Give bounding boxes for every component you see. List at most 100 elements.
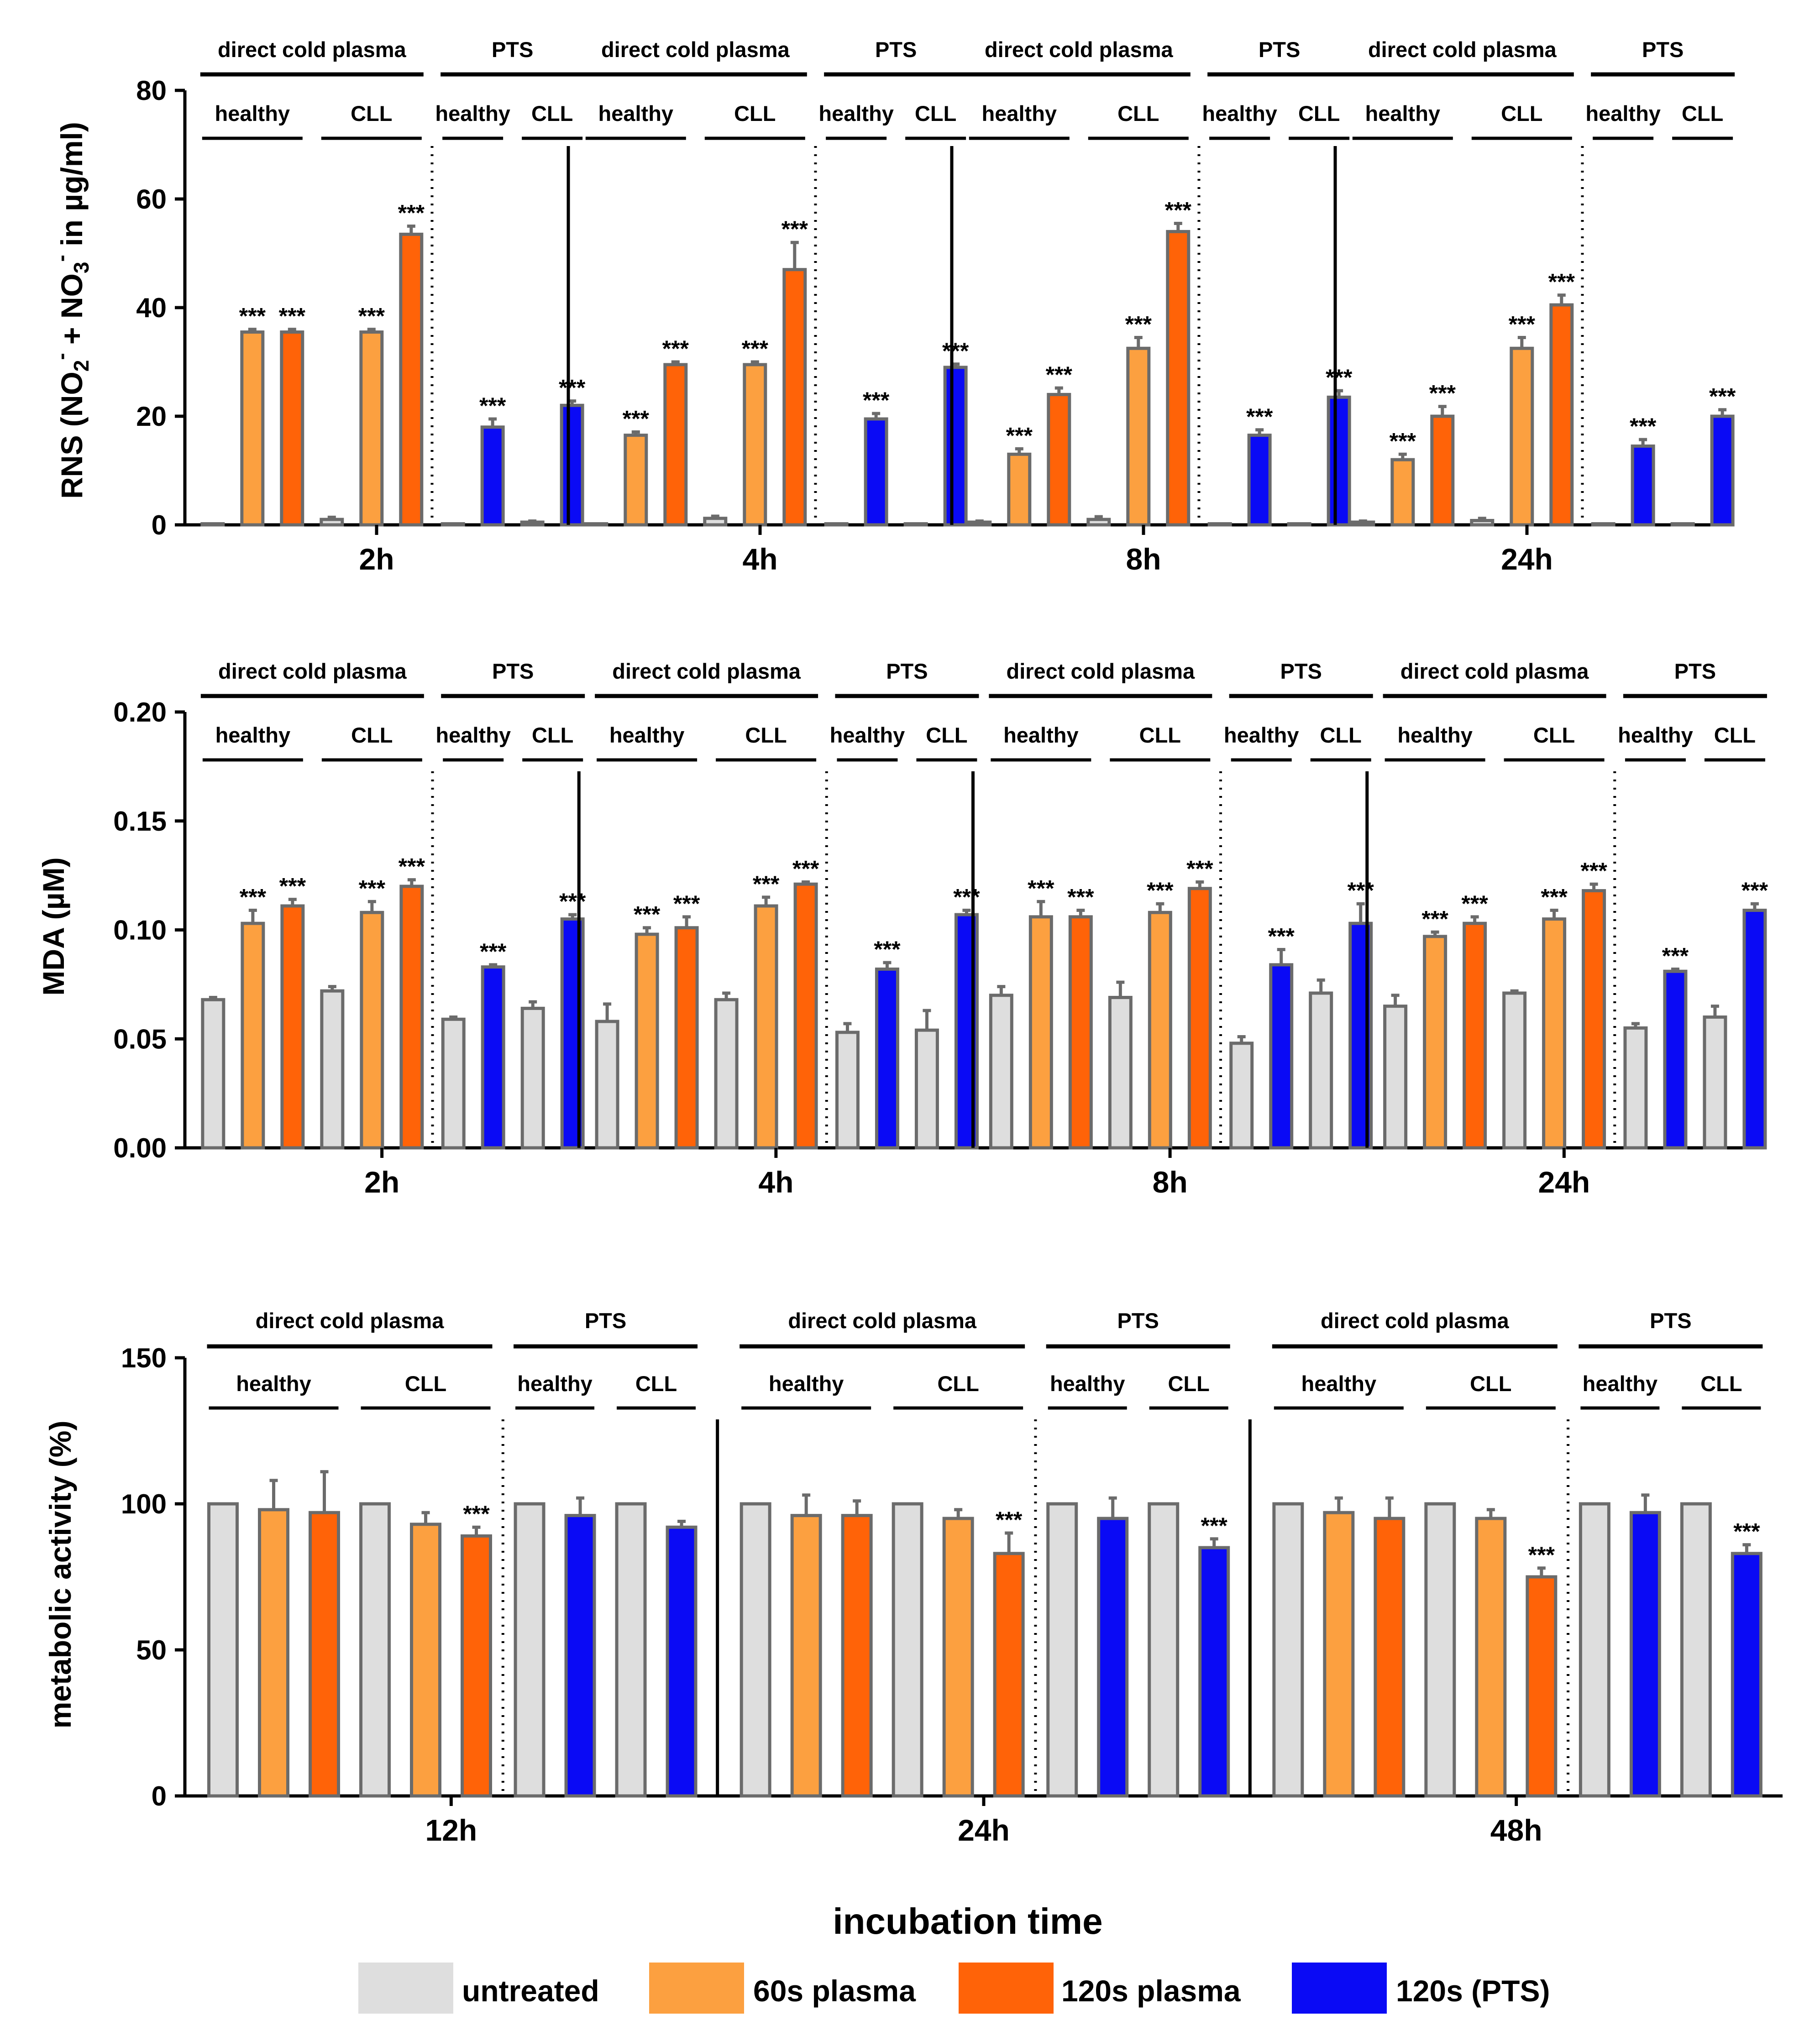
rns-ylabel-part-g: in µg/ml) [55, 122, 89, 255]
rns-significance-label: *** [1326, 365, 1353, 390]
rns-pts-label: PTS [875, 37, 917, 62]
legend-label-untreated: untreated [462, 1974, 599, 2008]
rns-bar [663, 363, 688, 527]
rns-significance-label: *** [623, 406, 650, 432]
metabolic-bar [258, 1508, 289, 1798]
rns-direct-label: direct cold plasma [1368, 37, 1557, 62]
metabolic-y-tick-label: 50 [136, 1635, 167, 1665]
rns-significance-label: *** [398, 200, 425, 226]
metabolic-bar [1097, 1517, 1129, 1798]
mda-y-tick-label: 0.00 [113, 1133, 167, 1163]
mda-significance-label: *** [1580, 858, 1607, 884]
rns-subgroup-label-cll: CLL [734, 101, 776, 126]
mda-pts-label: PTS [492, 659, 534, 683]
mda-significance-label: *** [399, 854, 425, 879]
rns-bar [1007, 452, 1032, 527]
rns-ylabel-sup-minus-2: - [49, 255, 73, 262]
rns-bar [1549, 303, 1574, 527]
mda-bar [441, 1017, 466, 1150]
rns-direct-label: direct cold plasma [218, 37, 407, 62]
mda-bar [674, 926, 699, 1150]
rns-significance-label: *** [1429, 381, 1456, 406]
rns-bar [1510, 346, 1534, 527]
metabolic-pts-label: PTS [585, 1308, 626, 1333]
metabolic-bar [1148, 1502, 1180, 1798]
mda-panel: 0.00 0.05 0.10 0.15 0.20 direct cold plasma PT… [113, 659, 1768, 1199]
metabolic-bar [615, 1502, 647, 1798]
rns-significance-label: *** [1709, 384, 1736, 409]
metabolic-y-axis-label: metabolic activity (%) [43, 1421, 77, 1729]
metabolic-direct-label: direct cold plasma [1321, 1308, 1510, 1333]
mda-bar [1502, 991, 1527, 1150]
metabolic-bar [564, 1514, 596, 1798]
legend-swatch-120s-plasma [959, 1963, 1054, 2014]
metabolic-bar [1424, 1502, 1456, 1798]
metabolic-significance-label: *** [996, 1507, 1023, 1533]
rns-significance-label: *** [1246, 404, 1273, 429]
rns-pts-label: PTS [492, 37, 533, 62]
mda-bar [201, 998, 226, 1150]
rns-bar [903, 522, 928, 527]
rns-subgroup-label-cll: CLL [351, 101, 392, 126]
rns-significance-label: *** [358, 304, 385, 329]
mda-bar [1542, 917, 1567, 1150]
mda-bar [360, 911, 384, 1150]
rns-bar [782, 268, 807, 527]
mda-bar [1028, 915, 1053, 1150]
mda-time-label: 4h [758, 1165, 793, 1199]
mda-significance-label: *** [792, 856, 819, 881]
mda-significance-label: *** [1421, 906, 1448, 932]
mda-bar [1108, 996, 1133, 1150]
rns-significance-label: *** [279, 304, 306, 329]
rns-bar [824, 522, 849, 527]
x-axis-title: incubation time [833, 1901, 1102, 1942]
rns-bar [1207, 522, 1232, 527]
rns-bar [1631, 444, 1655, 527]
metabolic-time-label: 12h [425, 1813, 477, 1847]
rns-subgroup-label-cll: CLL [531, 101, 573, 126]
metabolic-bar [740, 1502, 771, 1798]
metabolic-bar [1374, 1517, 1406, 1798]
metabolic-bar [514, 1502, 545, 1798]
rns-pts-label: PTS [1259, 37, 1300, 62]
mda-significance-label: *** [1186, 856, 1213, 881]
metabolic-significance-label: *** [1201, 1513, 1228, 1539]
metabolic-bar [666, 1525, 698, 1798]
metabolic-bar [1272, 1502, 1304, 1798]
metabolic-bar [207, 1502, 239, 1798]
rns-significance-label: *** [863, 387, 890, 413]
rns-y-tick-label: 20 [136, 401, 167, 432]
rns-direct-label: direct cold plasma [601, 37, 790, 62]
rns-bar [1047, 393, 1071, 527]
rns-significance-label: *** [1165, 198, 1192, 223]
rns-bar [399, 232, 424, 527]
rns-bar [1126, 346, 1151, 527]
legend: untreated 60s plasma 120s plasma 120s (P… [358, 1963, 1550, 2014]
metabolic-bar [1579, 1502, 1610, 1798]
mda-bar [1423, 935, 1448, 1150]
rns-bar [624, 434, 648, 527]
rns-ylabel-sub-2: 2 [69, 360, 93, 372]
mda-bar [1703, 1015, 1727, 1150]
mda-direct-label: direct cold plasma [612, 659, 801, 683]
metabolic-bar [410, 1523, 441, 1798]
metabolic-direct-label: direct cold plasma [256, 1308, 445, 1333]
mda-y-tick-label: 0.20 [113, 697, 167, 728]
mda-subgroup-label-cll: CLL [1714, 723, 1756, 747]
mda-pts-label: PTS [886, 659, 928, 683]
mda-bar [714, 998, 739, 1150]
mda-subgroup-label-healthy: healthy [830, 723, 905, 747]
mda-subgroup-label-cll: CLL [532, 723, 573, 747]
rns-y-tick-label: 80 [136, 75, 167, 106]
rns-bar [864, 417, 888, 527]
mda-bar [1068, 915, 1093, 1150]
mda-significance-label: *** [1028, 875, 1054, 901]
metabolic-bar [841, 1514, 873, 1798]
mda-bar [914, 1028, 939, 1150]
mda-significance-label: *** [1662, 943, 1689, 968]
rns-significance-label: *** [942, 338, 969, 364]
legend-swatch-untreated [358, 1963, 453, 2014]
mda-significance-label: *** [1147, 878, 1174, 903]
mda-subgroup-label-cll: CLL [351, 723, 393, 747]
metabolic-subgroup-label-healthy: healthy [1583, 1371, 1658, 1396]
